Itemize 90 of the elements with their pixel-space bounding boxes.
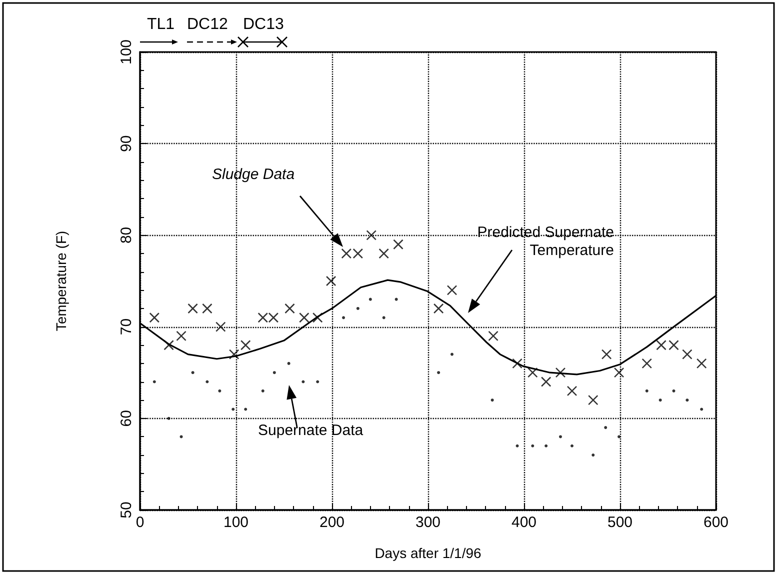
y-axis-title: Temperature (F) (53, 230, 69, 332)
point (658, 398, 662, 402)
point (232, 408, 235, 411)
point (228, 349, 240, 360)
point (302, 380, 305, 384)
y-tick-label: 50 (118, 502, 135, 518)
point (516, 444, 519, 448)
point (366, 230, 377, 240)
point (672, 389, 676, 392)
point (566, 386, 578, 396)
point (696, 358, 707, 369)
point (268, 312, 279, 323)
point (215, 322, 226, 332)
y-tick-label: 100 (118, 39, 135, 65)
point (512, 358, 522, 369)
point (152, 380, 156, 384)
point (244, 408, 248, 411)
point (287, 362, 290, 365)
point (206, 380, 209, 384)
point (540, 376, 552, 387)
point (378, 248, 389, 259)
annotation: Supernate Data (258, 422, 364, 439)
point (570, 444, 574, 448)
point (668, 340, 679, 350)
point (368, 298, 372, 301)
point (218, 389, 222, 392)
point (437, 371, 440, 374)
x-tick-label: 0 (136, 514, 144, 531)
annotation: Sludge Data (212, 166, 295, 183)
point (642, 358, 652, 369)
y-tick-label: 90 (118, 135, 135, 152)
point (488, 330, 498, 342)
point (531, 444, 534, 448)
point (592, 454, 595, 457)
point (682, 349, 692, 360)
point (352, 248, 364, 259)
point (393, 239, 404, 250)
point (686, 398, 689, 402)
point (394, 298, 398, 301)
point (382, 316, 386, 320)
point (284, 303, 295, 314)
point (191, 371, 194, 374)
x-tick-label: 300 (415, 514, 441, 531)
point (558, 435, 562, 438)
point (202, 303, 212, 314)
point (544, 444, 548, 448)
point (261, 389, 264, 392)
x-tick-label: 200 (319, 514, 345, 531)
point (614, 367, 624, 378)
point (604, 426, 608, 430)
point (272, 371, 276, 374)
text: DC13 (243, 16, 284, 33)
point (645, 389, 648, 392)
point (601, 349, 612, 360)
point (316, 380, 320, 384)
x-tick-label: 600 (703, 514, 729, 531)
point (490, 398, 494, 402)
x-tick-label: 400 (511, 514, 537, 531)
y-tick-label: 70 (118, 318, 135, 336)
point (527, 367, 538, 378)
point (446, 285, 458, 296)
point (588, 394, 598, 406)
text: DC12 (187, 16, 228, 33)
x-axis-title: Days after 1/1/96 (374, 545, 482, 561)
point (299, 312, 310, 323)
text: TL1 (147, 16, 175, 33)
point (341, 248, 352, 259)
point (342, 316, 346, 320)
x-tick-label: 100 (223, 514, 249, 531)
point (188, 303, 198, 314)
point (700, 408, 704, 411)
point (180, 435, 183, 438)
point (258, 312, 268, 323)
point (656, 340, 666, 350)
point (356, 306, 360, 310)
annotation: Predicted Supernate Temperature (477, 224, 614, 259)
point (433, 303, 444, 314)
point (618, 435, 621, 438)
point (149, 312, 160, 323)
x-tick-label: 500 (607, 514, 633, 531)
y-tick-label: 60 (118, 410, 135, 427)
point (312, 312, 323, 323)
point (167, 416, 170, 420)
y-tick-label: 80 (118, 226, 135, 244)
point (450, 352, 454, 356)
point (555, 367, 566, 378)
point (176, 330, 186, 342)
point (164, 340, 174, 350)
point (240, 340, 251, 350)
point (326, 276, 336, 286)
